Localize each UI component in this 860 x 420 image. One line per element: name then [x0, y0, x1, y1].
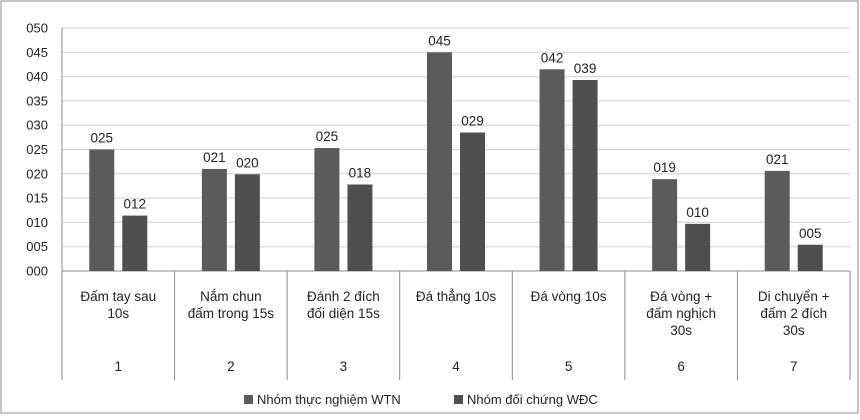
category-label: đấm 2 đích — [760, 306, 827, 321]
category-label: 30s — [783, 323, 805, 338]
bar-series-1 — [201, 168, 227, 271]
category-label: Di chuyển + — [758, 289, 830, 304]
legend-swatch-1 — [244, 395, 253, 404]
y-tick-label: 000 — [26, 264, 48, 279]
data-label: 010 — [686, 205, 709, 220]
bar-series-2 — [347, 184, 373, 271]
data-label: 020 — [236, 155, 259, 170]
category-label: Đánh 2 đích — [307, 289, 380, 304]
bar-series-2 — [685, 223, 711, 271]
data-label: 018 — [349, 165, 372, 180]
category-label: 10s — [107, 306, 129, 321]
category-label: Đá vòng + — [650, 289, 712, 304]
y-tick-label: 035 — [26, 93, 48, 108]
y-tick-label: 025 — [26, 142, 48, 157]
bar-series-1 — [314, 148, 340, 271]
category-label: đối diện 15s — [307, 306, 380, 321]
y-tick-label: 050 — [26, 21, 48, 36]
category-number: 6 — [677, 359, 685, 374]
category-label: đấm nghịch — [646, 306, 716, 321]
bar-series-2 — [234, 174, 260, 271]
category-label: đấm trong 15s — [188, 306, 275, 321]
y-tick-label: 030 — [26, 118, 48, 133]
category-label: Đấm tay sau — [80, 289, 156, 304]
category-number: 7 — [790, 359, 798, 374]
category-label: Đá vòng 10s — [531, 289, 607, 304]
legend-swatch-2 — [454, 395, 463, 404]
data-label: 012 — [124, 197, 147, 212]
data-label: 039 — [574, 61, 597, 76]
data-label: 021 — [766, 152, 789, 167]
category-label: Đá thẳng 10s — [416, 289, 497, 304]
category-number: 5 — [565, 359, 573, 374]
category-number: 1 — [115, 359, 123, 374]
y-tick-label: 005 — [26, 239, 48, 254]
data-label: 029 — [461, 113, 484, 128]
legend-label: Nhóm đối chứng WĐC — [467, 392, 598, 407]
y-tick-label: 045 — [26, 45, 48, 60]
data-label: 025 — [316, 129, 339, 144]
data-label: 045 — [428, 33, 451, 48]
bar-series-2 — [797, 244, 823, 271]
bar-series-1 — [539, 69, 565, 271]
data-label: 019 — [653, 160, 676, 175]
category-label: Nắm chun — [200, 289, 262, 304]
category-number: 3 — [340, 359, 348, 374]
data-label: 025 — [91, 131, 114, 146]
bar-series-1 — [764, 170, 790, 271]
y-tick-label: 040 — [26, 69, 48, 84]
bar-series-2 — [572, 80, 598, 271]
y-tick-label: 015 — [26, 191, 48, 206]
category-number: 2 — [227, 359, 235, 374]
legend-label: Nhóm thực nghiệm WTN — [257, 392, 401, 407]
category-label: 30s — [670, 323, 692, 338]
bar-series-1 — [89, 149, 115, 271]
category-number: 4 — [452, 359, 460, 374]
bar-series-2 — [460, 132, 485, 271]
bar-series-2 — [122, 215, 148, 271]
y-tick-label: 010 — [26, 215, 48, 230]
bar-series-1 — [652, 179, 678, 271]
y-tick-label: 020 — [26, 166, 48, 181]
data-label: 042 — [541, 50, 564, 65]
data-label: 021 — [203, 150, 226, 165]
bar-series-1 — [427, 52, 452, 271]
data-label: 005 — [799, 226, 822, 241]
